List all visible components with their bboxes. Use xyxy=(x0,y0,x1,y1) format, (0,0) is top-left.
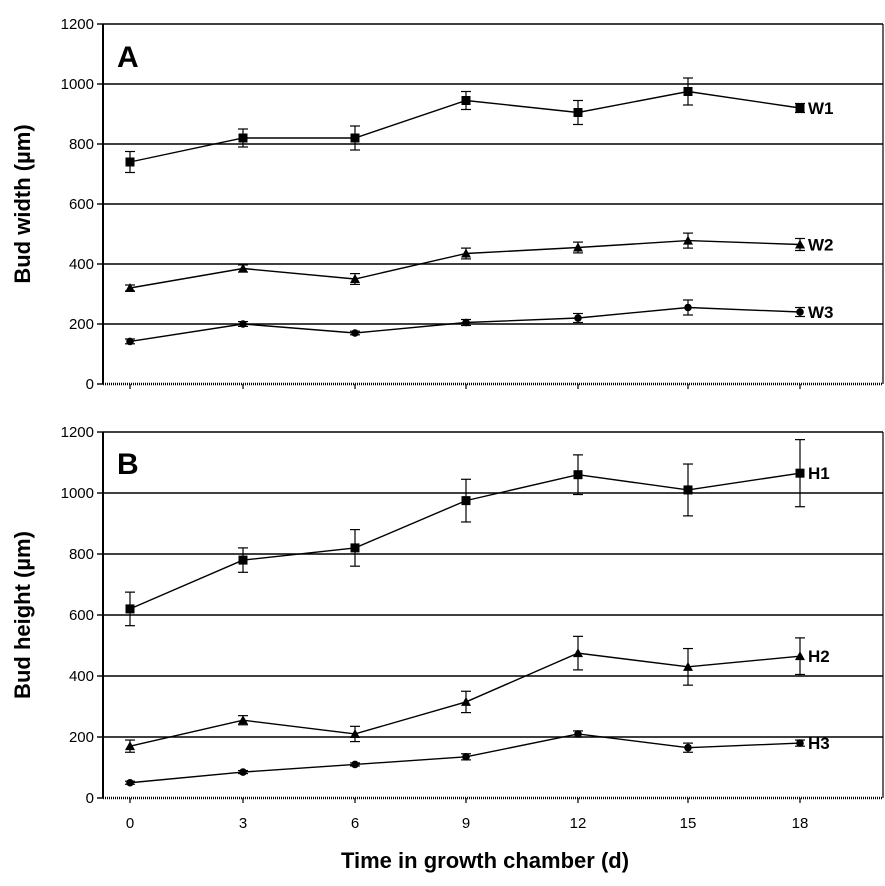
x-tick-label: 6 xyxy=(351,815,359,832)
data-point xyxy=(126,337,134,346)
data-point xyxy=(350,133,360,143)
y-tick-label: 600 xyxy=(69,196,94,213)
data-point xyxy=(574,314,582,322)
x-axis-label: Time in growth chamber (d) xyxy=(341,848,629,873)
y-tick-label: 1000 xyxy=(61,76,94,93)
data-point xyxy=(683,661,693,671)
data-point xyxy=(351,329,359,337)
series-label: H2 xyxy=(808,647,830,666)
y-tick-label: 400 xyxy=(69,668,94,685)
data-point xyxy=(795,468,805,478)
data-point xyxy=(683,235,693,245)
x-tick-label: 18 xyxy=(792,815,809,832)
panel-label: A xyxy=(117,41,139,74)
panel-label: B xyxy=(117,448,139,481)
x-tick-label: 0 xyxy=(126,815,134,832)
data-point xyxy=(461,496,471,506)
data-point xyxy=(350,543,360,553)
data-point xyxy=(462,318,470,327)
data-point xyxy=(684,303,692,312)
series-label: W2 xyxy=(808,236,834,255)
panel-b-chart: 0 200 400 600 800 1000 1200 0 3 6 9 12 15 18 B Bud heig… xyxy=(10,424,884,832)
y-tick-label: 1200 xyxy=(61,16,94,33)
series-label: W3 xyxy=(808,303,834,322)
data-point xyxy=(125,157,135,167)
data-point xyxy=(350,274,360,283)
x-tick-label: 15 xyxy=(680,815,697,832)
y-tick-label: 200 xyxy=(69,729,94,746)
data-point xyxy=(573,470,583,480)
data-point xyxy=(125,604,135,614)
y-axis-label: Bud height (µm) xyxy=(10,531,35,699)
data-point xyxy=(238,715,248,725)
x-tick-label: 9 xyxy=(462,815,470,832)
data-point xyxy=(795,239,805,249)
data-point xyxy=(125,741,135,751)
data-point xyxy=(573,648,583,658)
data-point xyxy=(573,242,583,252)
y-tick-label: 800 xyxy=(69,136,94,153)
panel-a-chart: 0 200 400 600 800 1000 1200 A Bud width (µm) W1 W2… xyxy=(10,16,884,393)
y-tick-label: 800 xyxy=(69,546,94,563)
data-point xyxy=(126,778,134,787)
data-point xyxy=(351,760,359,769)
y-tick-label: 200 xyxy=(69,316,94,333)
series-label: H1 xyxy=(808,464,830,483)
data-point xyxy=(684,743,692,752)
data-point xyxy=(239,768,247,776)
data-point xyxy=(461,248,471,258)
data-point xyxy=(125,283,135,292)
series-label: W1 xyxy=(808,99,834,118)
y-tick-label: 400 xyxy=(69,256,94,273)
data-point xyxy=(683,485,693,495)
data-point xyxy=(795,103,805,113)
data-point xyxy=(574,730,582,738)
data-point xyxy=(238,555,248,565)
data-point xyxy=(239,320,247,328)
data-point xyxy=(796,739,804,747)
data-point xyxy=(238,133,248,143)
y-tick-label: 600 xyxy=(69,607,94,624)
data-point xyxy=(683,87,693,96)
y-axis-label: Bud width (µm) xyxy=(10,124,35,283)
data-point xyxy=(238,263,248,273)
data-point xyxy=(573,108,583,117)
y-tick-label: 1200 xyxy=(61,424,94,441)
x-tick-label: 3 xyxy=(239,815,247,832)
data-point xyxy=(461,696,471,706)
y-tick-label: 0 xyxy=(86,376,94,393)
data-point xyxy=(462,753,470,761)
y-tick-label: 0 xyxy=(86,790,94,807)
data-point xyxy=(796,308,804,316)
x-tick-label: 12 xyxy=(570,815,587,832)
data-point xyxy=(461,96,471,105)
y-tick-label: 1000 xyxy=(61,485,94,502)
data-point xyxy=(350,728,360,738)
data-point xyxy=(795,651,805,661)
series-label: H3 xyxy=(808,734,830,753)
